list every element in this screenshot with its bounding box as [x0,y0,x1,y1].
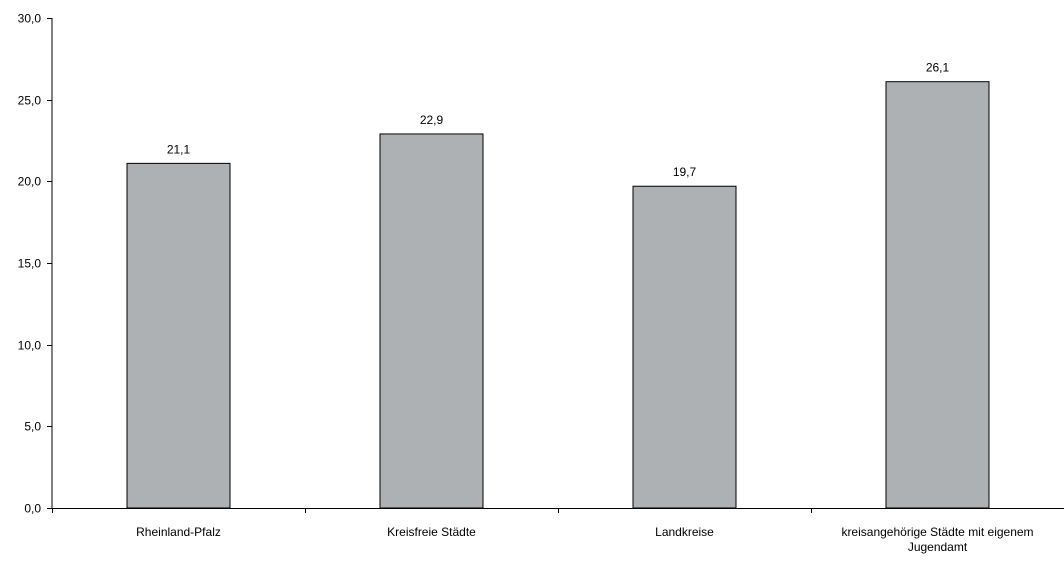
bar [885,81,990,509]
y-tick-label: 30,0 [18,12,42,26]
y-tick-label: 0,0 [24,502,41,516]
y-tick-label: 5,0 [24,420,41,434]
bar-value-label: 21,1 [167,142,191,156]
y-tick-label: 10,0 [18,339,42,353]
bar [379,133,484,509]
bar [632,185,737,509]
x-axis: Rheinland-Pfalz Kreisfreie Städte Landkrei… [52,508,1064,554]
bars [126,81,990,509]
x-category-label: kreisangehörige Städte mit eigenem [841,525,1033,539]
y-tick-label: 25,0 [18,94,42,108]
y-tick-label: 15,0 [18,257,42,271]
data-labels: 21,1 22,9 19,7 26,1 [167,61,950,180]
x-category-label: Landkreise [655,525,714,539]
bar-value-label: 19,7 [673,165,697,179]
bar [126,162,231,509]
x-category-label: Jugendamt [908,540,968,554]
bar-value-label: 26,1 [926,61,950,75]
bar-value-label: 22,9 [420,113,444,127]
x-category-label: Kreisfreie Städte [387,525,476,539]
x-category-label: Rheinland-Pfalz [136,525,221,539]
y-axis: 0,0 5,0 10,0 15,0 20,0 25,0 30,0 [18,12,53,516]
y-tick-label: 20,0 [18,175,42,189]
